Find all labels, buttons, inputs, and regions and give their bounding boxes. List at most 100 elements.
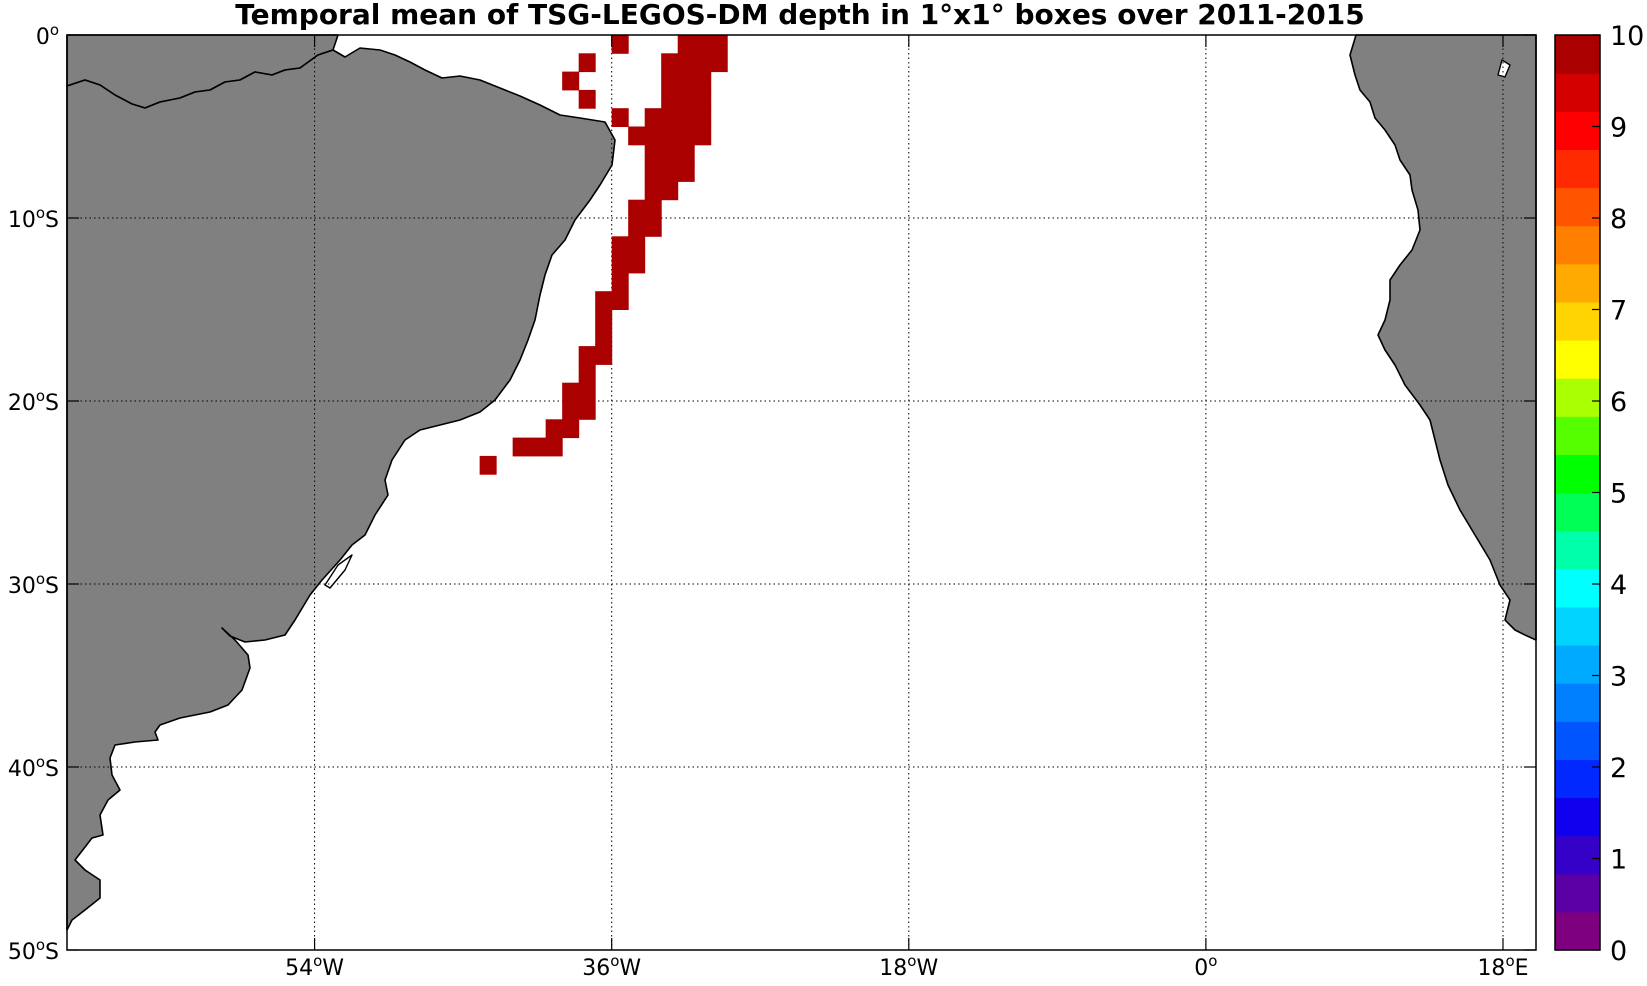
data-cell-34 [661, 181, 679, 201]
lat-label-5: 50oS [8, 936, 59, 965]
data-cell-41 [611, 254, 629, 274]
data-cell-51 [562, 382, 580, 402]
lat-label-3: 30oS [8, 570, 59, 599]
data-cell-50 [578, 364, 596, 384]
lat-label-4: 40oS [8, 753, 59, 782]
data-cell-8 [677, 53, 695, 73]
data-cell-56 [562, 419, 580, 439]
data-cell-47 [595, 327, 613, 347]
data-cell-24 [661, 126, 679, 146]
colorbar-band-6 [1555, 683, 1600, 722]
data-cell-20 [677, 108, 695, 127]
south-america-lagoon [324, 554, 353, 589]
colorbar-band-0 [1555, 911, 1600, 951]
lat-label-0: 0o [36, 21, 59, 50]
colorbar-band-2 [1555, 835, 1600, 875]
lat-label-2: 20oS [8, 387, 59, 416]
colorbar-label-3: 3 [1610, 662, 1627, 693]
data-cell-27 [644, 144, 662, 164]
data-cell-53 [562, 401, 580, 420]
longitude-labels: 54oW 36oW 18oW 0o 18oE [285, 952, 1528, 981]
land-masses [66, 34, 1537, 931]
colorbar-band-9 [1555, 568, 1600, 608]
colorbar-label-10: 10 [1610, 21, 1644, 52]
colorbar-band-4 [1555, 759, 1600, 799]
colorbar-band-12 [1555, 454, 1600, 494]
data-cell-17 [611, 108, 629, 127]
data-cell-6 [710, 35, 728, 54]
colorbar-label-2: 2 [1610, 753, 1627, 784]
colorbar-band-3 [1555, 797, 1600, 837]
data-cell-54 [578, 401, 596, 420]
lon-label-3: 0o [1194, 952, 1217, 981]
data-cell-9 [694, 53, 712, 73]
data-cell-58 [545, 437, 563, 457]
data-cell-3 [578, 89, 596, 109]
data-cell-18 [644, 108, 662, 127]
colorbar-label-6: 6 [1610, 387, 1627, 418]
data-cell-16 [694, 89, 712, 109]
colorbar-label-1: 1 [1610, 845, 1627, 876]
data-cell-36 [644, 199, 662, 219]
data-cell-15 [677, 89, 695, 109]
data-cell-52 [578, 382, 596, 402]
colorbar-label-7: 7 [1610, 296, 1627, 327]
data-cell-59 [512, 437, 530, 457]
data-cell-21 [694, 108, 712, 127]
colorbar-band-10 [1555, 530, 1600, 570]
colorbar-band-22 [1555, 73, 1600, 112]
data-cell-7 [661, 53, 679, 73]
data-cell-39 [611, 236, 629, 256]
colorbar-band-13 [1555, 416, 1600, 455]
colorbar-band-16 [1555, 301, 1600, 341]
data-cell-28 [661, 144, 679, 164]
data-cell-42 [628, 254, 646, 274]
data-cell-10 [710, 53, 728, 73]
colorbar-band-7 [1555, 645, 1600, 684]
data-cell-13 [694, 71, 712, 91]
colorbar-ticks [1592, 34, 1600, 951]
colorbar-label-0: 0 [1610, 936, 1627, 967]
lon-label-0: 54oW [285, 952, 344, 981]
data-cells [479, 35, 728, 475]
data-cell-37 [628, 218, 646, 237]
colorbar-band-19 [1555, 187, 1600, 227]
data-cell-22 [628, 126, 646, 146]
colorbar-labels: 0 1 2 3 4 5 6 7 8 9 10 [1610, 21, 1644, 967]
data-cell-55 [545, 419, 563, 439]
lon-label-4: 18oE [1477, 952, 1528, 981]
data-cell-46 [595, 309, 613, 329]
colorbar-label-8: 8 [1610, 204, 1627, 235]
map-frame [66, 34, 1537, 951]
data-cell-19 [661, 108, 679, 127]
colorbar-band-5 [1555, 721, 1600, 760]
data-cell-49 [595, 346, 613, 365]
data-cell-0 [611, 35, 629, 54]
colorbar-band-1 [1555, 873, 1600, 913]
colorbar-band-11 [1555, 492, 1600, 532]
colorbar-band-17 [1555, 263, 1600, 303]
data-cell-5 [694, 35, 712, 54]
data-cell-32 [677, 163, 695, 182]
lat-label-1: 10oS [8, 204, 59, 233]
colorbar: 0 1 2 3 4 5 6 7 8 9 10 [1554, 21, 1644, 967]
colorbar-band-21 [1555, 111, 1600, 150]
latitude-labels: 0o 10oS 20oS 30oS 40oS 50oS [8, 21, 59, 965]
map-title: Temporal mean of TSG-LEGOS-DM depth in 1… [235, 0, 1365, 31]
data-cell-31 [661, 163, 679, 182]
data-cell-26 [694, 126, 712, 146]
colorbar-band-14 [1555, 378, 1600, 417]
data-cell-45 [611, 291, 629, 310]
map-area: 0o 10oS 20oS 30oS 40oS 50oS 54oW 36oW 18oW 0o 18o… [8, 21, 1537, 981]
colorbar-band-15 [1555, 340, 1600, 379]
data-cell-48 [578, 346, 596, 365]
data-cell-29 [677, 144, 695, 164]
data-cell-11 [661, 71, 679, 91]
data-cell-57 [529, 437, 547, 457]
lon-label-2: 18oW [879, 952, 938, 981]
colorbar-label-5: 5 [1610, 479, 1627, 510]
data-cell-12 [677, 71, 695, 91]
data-cell-1 [578, 53, 596, 73]
